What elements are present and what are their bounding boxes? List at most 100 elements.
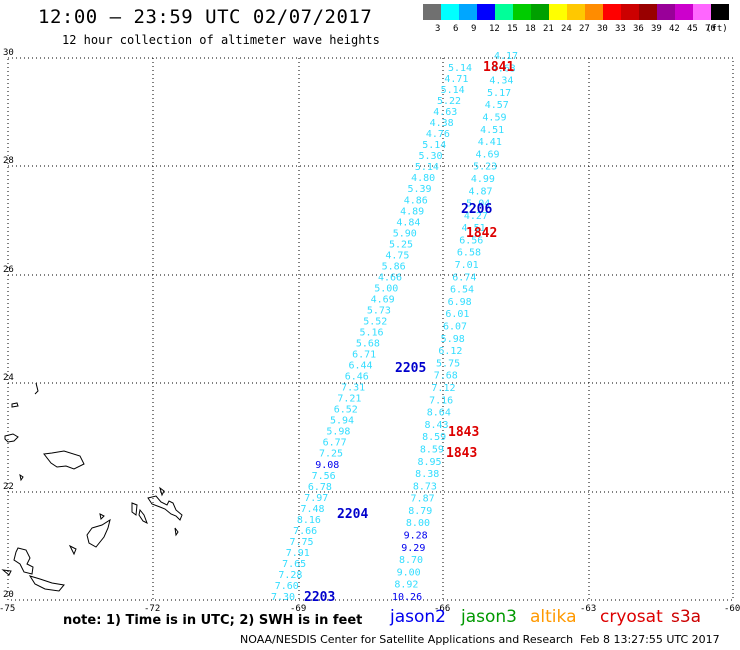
pass-time-label: 2204 bbox=[337, 507, 368, 522]
lat-lon-grid: 30 28 26 24 22 20 -75 -72 -69 -66 -63 -60 bbox=[0, 48, 740, 614]
swh-value-right-track: 8.95 bbox=[418, 457, 442, 468]
swh-value-right-track: 4.69 bbox=[475, 149, 499, 160]
swh-value-right-track: 8.59 bbox=[420, 444, 444, 455]
footer-credit: NOAA/NESDIS Center for Satellite Applica… bbox=[240, 633, 574, 646]
satellite-cryosat: cryosat bbox=[600, 607, 663, 627]
legend-swatch bbox=[441, 4, 459, 20]
swh-value-right-track: 4.34 bbox=[489, 76, 513, 87]
swh-value-right-track: 8.92 bbox=[394, 580, 418, 591]
swh-value-right-track: 4.63 bbox=[492, 63, 516, 74]
swh-value-left-track: 9.08 bbox=[315, 460, 339, 471]
swh-value-left-track: 5.52 bbox=[363, 316, 387, 327]
swh-value-left-track: 6.52 bbox=[334, 405, 358, 416]
legend-swatch bbox=[423, 4, 441, 20]
swh-value-right-track: 9.00 bbox=[397, 567, 421, 578]
satellite-jason3: jason3 bbox=[461, 607, 517, 627]
swh-value-right-track: 8.59 bbox=[422, 432, 446, 443]
swh-value-left-track: 5.90 bbox=[393, 228, 417, 239]
legend-swatch bbox=[531, 4, 549, 20]
latitude-label: 20 bbox=[3, 590, 14, 600]
page-subtitle: 12 hour collection of altimeter wave hei… bbox=[62, 33, 380, 47]
legend-swatch bbox=[711, 4, 729, 20]
swh-value-right-track: 8.64 bbox=[427, 408, 451, 419]
legend-label: 33 bbox=[615, 24, 626, 34]
swh-value-right-track: 4.57 bbox=[485, 100, 509, 111]
swh-value-right-track: 8.70 bbox=[399, 555, 423, 566]
swh-value-right-track: 6.74 bbox=[452, 272, 476, 283]
swh-value-left-track: 5.25 bbox=[389, 239, 413, 250]
pass-time-label: 1841 bbox=[483, 60, 514, 75]
swh-value-right-track: 6.56 bbox=[459, 235, 483, 246]
legend-swatch bbox=[675, 4, 693, 20]
legend-label: 45 bbox=[687, 24, 698, 34]
satellite-s3a: s3a bbox=[671, 607, 702, 627]
swh-value-left-track: 4.75 bbox=[385, 250, 409, 261]
swh-value-right-track: 7.68 bbox=[434, 371, 458, 382]
legend-swatch bbox=[693, 4, 711, 20]
swh-value-right-track: 6.01 bbox=[445, 309, 469, 320]
legend-label: 24 bbox=[561, 24, 572, 34]
swh-value-right-track: 5.17 bbox=[487, 88, 511, 99]
swh-value-left-track: 5.94 bbox=[330, 416, 354, 427]
swh-value-right-track: 8.00 bbox=[406, 518, 430, 529]
swh-value-left-track: 5.16 bbox=[360, 328, 384, 339]
swh-value-right-track: 5.75 bbox=[436, 358, 460, 369]
swh-value-left-track: 7.25 bbox=[319, 449, 343, 460]
swh-value-right-track: 8.73 bbox=[413, 481, 437, 492]
legend-label: 30 bbox=[597, 24, 608, 34]
swh-value-left-track: 4.38 bbox=[430, 118, 454, 129]
legend-label: 3 bbox=[435, 24, 441, 34]
pass-time-label: 2206 bbox=[461, 202, 492, 217]
swh-value-left-track: 4.69 bbox=[371, 294, 395, 305]
longitude-label: -60 bbox=[724, 604, 740, 614]
legend-label: 12 bbox=[489, 24, 500, 34]
swh-value-left-track: 4.80 bbox=[411, 173, 435, 184]
swh-value-left-track: 5.14 bbox=[422, 140, 446, 151]
swh-value-left-track: 6.46 bbox=[345, 372, 369, 383]
footer-timestamp: Feb 8 13:27:55 UTC 2017 bbox=[580, 633, 720, 646]
swh-value-left-track: 4.89 bbox=[400, 206, 424, 217]
legend-swatch bbox=[495, 4, 513, 20]
swh-value-right-track: 4.41 bbox=[478, 137, 502, 148]
satellite-jason2: jason2 bbox=[390, 607, 446, 627]
map-frame bbox=[7, 57, 734, 601]
swh-value-right-track: 4.51 bbox=[480, 125, 504, 136]
swh-value-right-track: 5.98 bbox=[441, 334, 465, 345]
swh-value-left-track: 4.66 bbox=[378, 272, 402, 283]
swh-value-left-track: 4.63 bbox=[433, 107, 457, 118]
swh-value-left-track: 7.31 bbox=[341, 383, 365, 394]
coastline bbox=[1, 382, 183, 592]
swh-value-left-track: 7.30 bbox=[271, 592, 295, 603]
swh-value-right-track: 6.58 bbox=[457, 248, 481, 259]
swh-value-right-track: 4.59 bbox=[482, 112, 506, 123]
legend-swatch bbox=[639, 4, 657, 20]
swh-value-right-track: 7.16 bbox=[429, 395, 453, 406]
swh-value-left-track: 4.76 bbox=[426, 129, 450, 140]
legend-label: 27 bbox=[579, 24, 590, 34]
legend-label: 15 bbox=[507, 24, 518, 34]
swh-value-left-track: 5.14 bbox=[415, 162, 439, 173]
swh-value-right-track: 5.04 bbox=[466, 199, 490, 210]
swh-value-left-track: 5.30 bbox=[419, 151, 443, 162]
swh-value-right-track: 6.54 bbox=[450, 285, 474, 296]
swh-value-left-track: 5.73 bbox=[367, 305, 391, 316]
latitude-label: 30 bbox=[3, 48, 14, 58]
swh-value-left-track: 7.60 bbox=[275, 581, 299, 592]
legend-swatch bbox=[603, 4, 621, 20]
swh-value-left-track: 4.71 bbox=[444, 74, 468, 85]
legend-label: 9 bbox=[471, 24, 477, 34]
swh-value-right-track: 8.79 bbox=[408, 506, 432, 517]
swh-value-right-track: 4.27 bbox=[464, 211, 488, 222]
longitude-label: -66 bbox=[434, 604, 450, 614]
swh-value-left-track: 5.14 bbox=[448, 63, 472, 74]
legend-label: 18 bbox=[525, 24, 536, 34]
swh-value-left-track: 5.14 bbox=[441, 85, 465, 96]
longitude-label: -72 bbox=[144, 604, 160, 614]
swh-value-left-track: 7.65 bbox=[282, 559, 306, 570]
satellite-altika: altika bbox=[530, 607, 577, 627]
latitude-label: 28 bbox=[3, 156, 14, 166]
swh-value-left-track: 7.66 bbox=[293, 526, 317, 537]
swh-value-right-track: 9.29 bbox=[401, 543, 425, 554]
swh-value-right-track: 4.17 bbox=[494, 51, 518, 62]
